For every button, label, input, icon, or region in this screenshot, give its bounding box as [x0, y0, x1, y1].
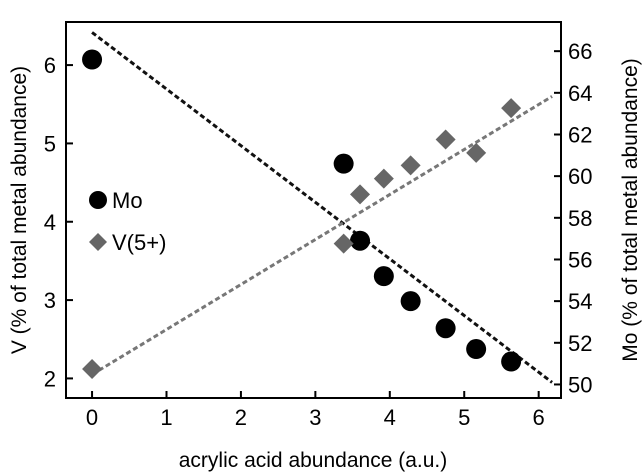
right-y-tick-label: 50 — [568, 372, 592, 397]
legend-marker-mo — [89, 191, 107, 209]
plot-frame — [65, 21, 562, 399]
fit-lines — [91, 31, 553, 384]
point-mo — [435, 318, 456, 339]
left-y-tick-label: 5 — [44, 131, 56, 156]
left-y-tick-label: 4 — [44, 210, 56, 235]
right-y-tick-label: 64 — [568, 81, 592, 106]
left-y-tick-label: 2 — [44, 366, 56, 391]
point-mo — [466, 339, 487, 360]
x-tick-label: 1 — [160, 405, 172, 430]
point-mo — [333, 153, 354, 174]
x-axis-ticks: 0 1 2 3 4 5 6 — [86, 391, 545, 430]
legend: Mo V(5+) — [89, 188, 166, 255]
point-v5 — [435, 129, 456, 150]
point-v5 — [501, 98, 522, 119]
point-mo — [82, 49, 103, 70]
right-y-tick-label: 54 — [568, 289, 592, 314]
fit-line-v5 — [91, 95, 553, 376]
point-mo — [400, 291, 421, 312]
point-v5 — [373, 168, 394, 189]
fit-line-mo — [91, 31, 553, 384]
legend-marker-v5 — [89, 233, 107, 251]
point-v5 — [400, 155, 421, 176]
point-v5 — [350, 184, 371, 205]
point-mo — [373, 266, 394, 287]
x-tick-label: 3 — [309, 405, 321, 430]
left-y-axis-ticks: 2 3 4 5 6 — [44, 53, 73, 391]
legend-label-v5: V(5+) — [112, 230, 166, 255]
right-y-axis-ticks: 50 52 54 56 58 60 62 64 66 — [554, 39, 592, 397]
right-y-tick-label: 60 — [568, 164, 592, 189]
left-y-tick-label: 6 — [44, 53, 56, 78]
point-v5 — [466, 142, 487, 163]
x-tick-label: 2 — [235, 405, 247, 430]
point-v5 — [333, 233, 354, 254]
x-tick-label: 5 — [458, 405, 470, 430]
right-y-tick-label: 66 — [568, 39, 592, 64]
right-y-axis-title: Mo (% of total metal abundance) — [619, 58, 642, 362]
data-markers — [82, 49, 522, 380]
left-y-axis-title: V (% of total metal abundance) — [8, 66, 31, 354]
point-mo — [350, 230, 371, 251]
right-y-tick-label: 52 — [568, 331, 592, 356]
x-tick-label: 4 — [384, 405, 396, 430]
left-y-tick-label: 3 — [44, 288, 56, 313]
point-v5 — [82, 359, 103, 380]
right-y-tick-label: 62 — [568, 122, 592, 147]
x-tick-label: 0 — [86, 405, 98, 430]
legend-label-mo: Mo — [112, 188, 143, 213]
x-axis-title: acrylic acid abundance (a.u.) — [179, 449, 447, 472]
right-y-tick-label: 56 — [568, 247, 592, 272]
right-y-tick-label: 58 — [568, 206, 592, 231]
x-tick-label: 6 — [533, 405, 545, 430]
point-mo — [501, 351, 522, 372]
